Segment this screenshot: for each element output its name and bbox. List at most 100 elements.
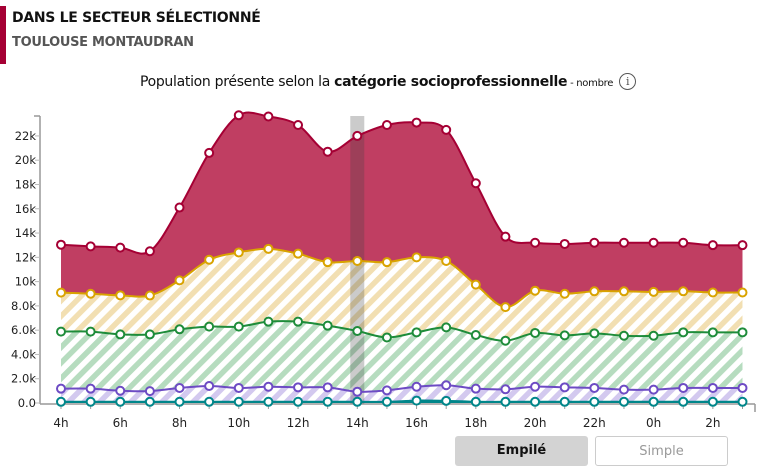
data-point	[144, 396, 155, 407]
y-tick-label: 0.0	[18, 396, 36, 410]
data-point	[233, 321, 244, 332]
y-tick-label: 2.0k	[11, 372, 36, 386]
data-point	[737, 240, 748, 251]
data-point	[144, 290, 155, 301]
x-tick-label: 8h	[172, 416, 187, 430]
data-point	[707, 327, 718, 338]
data-point	[233, 247, 244, 258]
data-point	[352, 396, 363, 407]
data-point	[618, 384, 629, 395]
data-point	[470, 279, 481, 290]
data-point	[411, 381, 422, 392]
data-point	[618, 396, 629, 407]
data-point	[263, 396, 274, 407]
data-point	[500, 384, 511, 395]
data-point	[441, 255, 452, 266]
data-point	[648, 384, 659, 395]
data-point	[233, 382, 244, 393]
data-point	[56, 396, 66, 407]
data-point	[56, 239, 66, 250]
data-point	[470, 383, 481, 394]
data-point	[441, 395, 452, 406]
data-point	[530, 396, 541, 407]
data-point	[381, 396, 392, 407]
data-point	[233, 110, 244, 121]
section-title: DANS LE SECTEUR SÉLECTIONNÉ	[12, 10, 261, 26]
data-point	[293, 382, 304, 393]
data-point	[381, 385, 392, 396]
y-tick-label: 10k	[15, 275, 37, 289]
y-tick-label: 20k	[15, 153, 37, 167]
data-point	[707, 287, 718, 298]
data-point	[322, 382, 333, 393]
data-point	[441, 380, 452, 391]
data-point	[411, 117, 422, 128]
data-point	[263, 381, 274, 392]
data-point	[204, 396, 215, 407]
data-point	[115, 329, 126, 340]
data-point	[559, 238, 570, 249]
data-point	[678, 237, 689, 248]
data-point	[500, 302, 511, 313]
x-tick-label: 4h	[53, 416, 68, 430]
data-point	[470, 330, 481, 341]
data-point	[678, 382, 689, 393]
data-point	[85, 396, 96, 407]
x-tick-label: 6h	[113, 416, 128, 430]
data-point	[411, 395, 422, 406]
data-point	[530, 285, 541, 296]
data-point	[737, 327, 748, 338]
data-point	[56, 383, 66, 394]
data-point	[589, 396, 600, 407]
x-tick-label: 12h	[287, 416, 310, 430]
header-accent-bar	[0, 6, 6, 64]
info-icon[interactable]: i	[619, 73, 637, 90]
x-tick-label: 20h	[524, 416, 547, 430]
data-point	[352, 386, 363, 397]
data-point	[381, 257, 392, 268]
data-point	[470, 396, 481, 407]
data-point	[204, 254, 215, 265]
data-point	[500, 231, 511, 242]
data-point	[115, 242, 126, 253]
data-point	[500, 335, 511, 346]
chart-title-bold: catégorie socioprofessionnelle	[334, 74, 568, 90]
x-tick-label: 10h	[227, 416, 250, 430]
simple-button[interactable]: Simple	[595, 436, 728, 466]
data-point	[85, 383, 96, 394]
data-point	[559, 288, 570, 299]
data-point	[322, 257, 333, 268]
x-tick-label: 18h	[464, 416, 487, 430]
data-point	[530, 237, 541, 248]
area-2	[61, 385, 743, 402]
data-point	[263, 111, 274, 122]
data-point	[293, 248, 304, 259]
data-point	[174, 202, 185, 213]
data-point	[144, 246, 155, 257]
data-point	[678, 286, 689, 297]
y-tick-label: 8.0k	[11, 299, 36, 313]
x-tick-label: 2h	[705, 416, 720, 430]
y-tick-label: 4.0k	[11, 347, 36, 361]
y-tick-label: 18k	[15, 177, 37, 191]
data-point	[559, 396, 570, 407]
data-point	[174, 324, 185, 335]
data-point	[144, 386, 155, 397]
data-point	[381, 119, 392, 130]
data-point	[441, 124, 452, 135]
x-tick-label: 16h	[405, 416, 428, 430]
x-tick-label: 0h	[646, 416, 661, 430]
data-point	[174, 275, 185, 286]
data-point	[263, 316, 274, 327]
y-tick-label: 6.0k	[11, 323, 36, 337]
stacked-button[interactable]: Empilé	[455, 436, 588, 466]
data-point	[352, 130, 363, 141]
data-point	[589, 286, 600, 297]
data-point	[589, 382, 600, 393]
data-point	[352, 326, 363, 337]
data-point	[381, 332, 392, 343]
data-point	[411, 327, 422, 338]
data-point	[322, 146, 333, 157]
x-tick-label: 14h	[346, 416, 369, 430]
